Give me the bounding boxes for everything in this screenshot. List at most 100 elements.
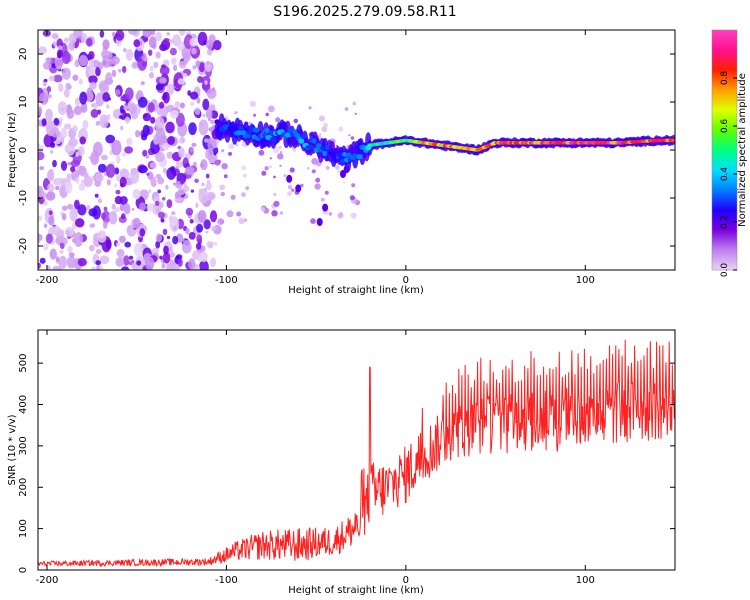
spectrogram-noise-blob <box>38 107 43 116</box>
spectrogram-noise-blob <box>155 31 162 42</box>
spectrogram-noise-blob <box>189 219 194 224</box>
spectrogram-noise-blob <box>202 113 206 118</box>
snr-background <box>38 330 675 570</box>
spectrogram-noise-blob <box>77 258 87 267</box>
spectrogram-noise-blob <box>60 107 65 111</box>
spectrogram-noise-blob <box>145 154 149 159</box>
spectrogram-noise-blob <box>52 41 57 47</box>
spectrogram-noise-blob <box>199 259 209 270</box>
spectrogram-noise-blob <box>98 62 104 70</box>
spectrogram-noise-blob <box>89 244 95 252</box>
spectrogram-noise-blob <box>51 33 59 40</box>
spectrogram-noise-blob <box>53 74 63 83</box>
spectrogram-noise-blob <box>111 139 122 156</box>
spectrogram-noise-blob <box>194 107 201 115</box>
spectrogram-noise-blob <box>128 103 137 115</box>
spectrogram-noise-blob <box>119 203 125 212</box>
spectrogram-noise-blob <box>205 173 210 179</box>
spectrogram-noise-blob <box>182 157 189 169</box>
spectrogram-noise-blob <box>205 39 214 50</box>
spectrogram-noise-blob <box>58 117 64 122</box>
spectrogram-noise-blob <box>45 233 53 244</box>
snr-y-tick-label: 0 <box>18 567 29 573</box>
spectrogram-noise-blob <box>124 146 133 154</box>
spectrogram-scatter-blob <box>236 211 242 217</box>
spectrogram-noise-blob <box>75 177 80 184</box>
spectrogram-noise-blob <box>55 256 60 263</box>
spectrogram-noise-blob <box>173 64 178 72</box>
spectrogram-ridge-core <box>238 125 244 131</box>
spectrogram-noise-blob <box>157 189 161 194</box>
spectrogram-noise-blob <box>159 65 170 76</box>
spectrogram-scatter-blob <box>337 212 344 219</box>
spectrogram-noise-blob <box>45 57 52 64</box>
spectrogram-noise-blob <box>149 162 157 169</box>
spectrogram-noise-blob <box>190 189 195 193</box>
spectrogram-noise-blob <box>119 196 128 205</box>
spectrogram-ridge-core <box>322 150 328 157</box>
spectrogram-scatter-blob <box>221 149 225 153</box>
spectrogram-noise-blob <box>203 219 211 230</box>
spectrogram-noise-blob <box>180 137 185 143</box>
spectrogram-noise-blob <box>48 215 55 226</box>
spectrogram-y-tick-label: 20 <box>18 48 29 61</box>
spectrogram-noise-blob <box>66 256 77 269</box>
spectrogram-noise-blob <box>155 240 161 249</box>
spectrogram-noise-blob <box>129 168 140 184</box>
spectrogram-ridge-core <box>226 129 231 135</box>
spectrogram-noise-blob <box>121 266 130 270</box>
spectrogram-noise-blob <box>38 151 45 161</box>
spectrogram-scatter-blob <box>293 118 299 124</box>
spectrogram-noise-blob <box>116 248 125 258</box>
spectrogram-noise-blob <box>196 97 201 104</box>
spectrogram-noise-blob <box>67 173 72 182</box>
spectrogram-noise-blob <box>205 230 209 234</box>
spectrogram-noise-blob <box>128 30 138 35</box>
spectrogram-noise-blob <box>155 51 161 59</box>
spectrogram-noise-blob <box>121 152 127 157</box>
spectrogram-noise-blob <box>106 179 111 186</box>
spectrogram-scatter-blob <box>318 115 325 122</box>
spectrogram-ridge-core <box>268 130 274 136</box>
spectrogram-noise-blob <box>52 265 62 270</box>
spectrogram-noise-blob <box>159 255 163 260</box>
spectrogram-noise-blob <box>139 228 146 237</box>
snr-frame <box>37 329 676 571</box>
spectrogram-noise-blob <box>74 199 80 210</box>
spectrogram-noise-blob <box>102 221 108 229</box>
spectrogram-noise-blob <box>48 210 53 216</box>
spectrogram-noise-blob <box>38 215 43 221</box>
spectrogram-scatter-blob <box>271 210 278 217</box>
spectrogram-noise-blob <box>80 179 84 185</box>
colorbar-tick-label: 0.0 <box>720 263 730 278</box>
spectrogram-scatter-blob <box>335 165 340 170</box>
spectrogram-noise-blob <box>189 91 199 100</box>
colorbar-ticks: 0.0 0.2 0.4 0.6 0.8 <box>720 71 737 278</box>
spectrogram-noise-blob <box>41 118 47 127</box>
spectrogram-noise-blob <box>181 238 185 242</box>
spectrogram-noise-blob <box>177 78 185 85</box>
spectrogram-noise-blob <box>73 30 83 39</box>
spectrogram-noise-blob <box>95 66 101 77</box>
spectrogram-noise-blob <box>147 102 155 113</box>
spectrogram-scatter-blob <box>307 167 310 170</box>
spectrogram-noise-blob <box>64 181 73 194</box>
spectrogram-noise-blob <box>58 255 67 270</box>
spectrogram-noise-blob <box>195 242 202 250</box>
spectrogram-stray-blob <box>322 203 329 212</box>
spectrogram-noise-blob <box>101 154 108 161</box>
spectrogram-stray-blob <box>286 174 293 183</box>
spectrogram-noise-blob <box>64 226 75 237</box>
spectrogram-noise-blob <box>68 137 78 147</box>
spectrogram-noise-blob <box>95 260 101 266</box>
spectrogram-y-tick-label: 0 <box>18 147 29 153</box>
spectrogram-noise-blob <box>78 78 83 85</box>
spectrogram-noise-blob <box>166 235 171 240</box>
spectrogram-noise-blob <box>197 255 203 263</box>
spectrogram-heat-layer <box>38 30 675 270</box>
spectrogram-noise-blob <box>70 159 80 168</box>
spectrogram-noise-blob <box>88 59 95 70</box>
spectrogram-noise-blob <box>174 101 181 108</box>
spectrogram-noise-blob <box>80 102 88 113</box>
snr-x-tick-label: 0 <box>403 575 409 586</box>
